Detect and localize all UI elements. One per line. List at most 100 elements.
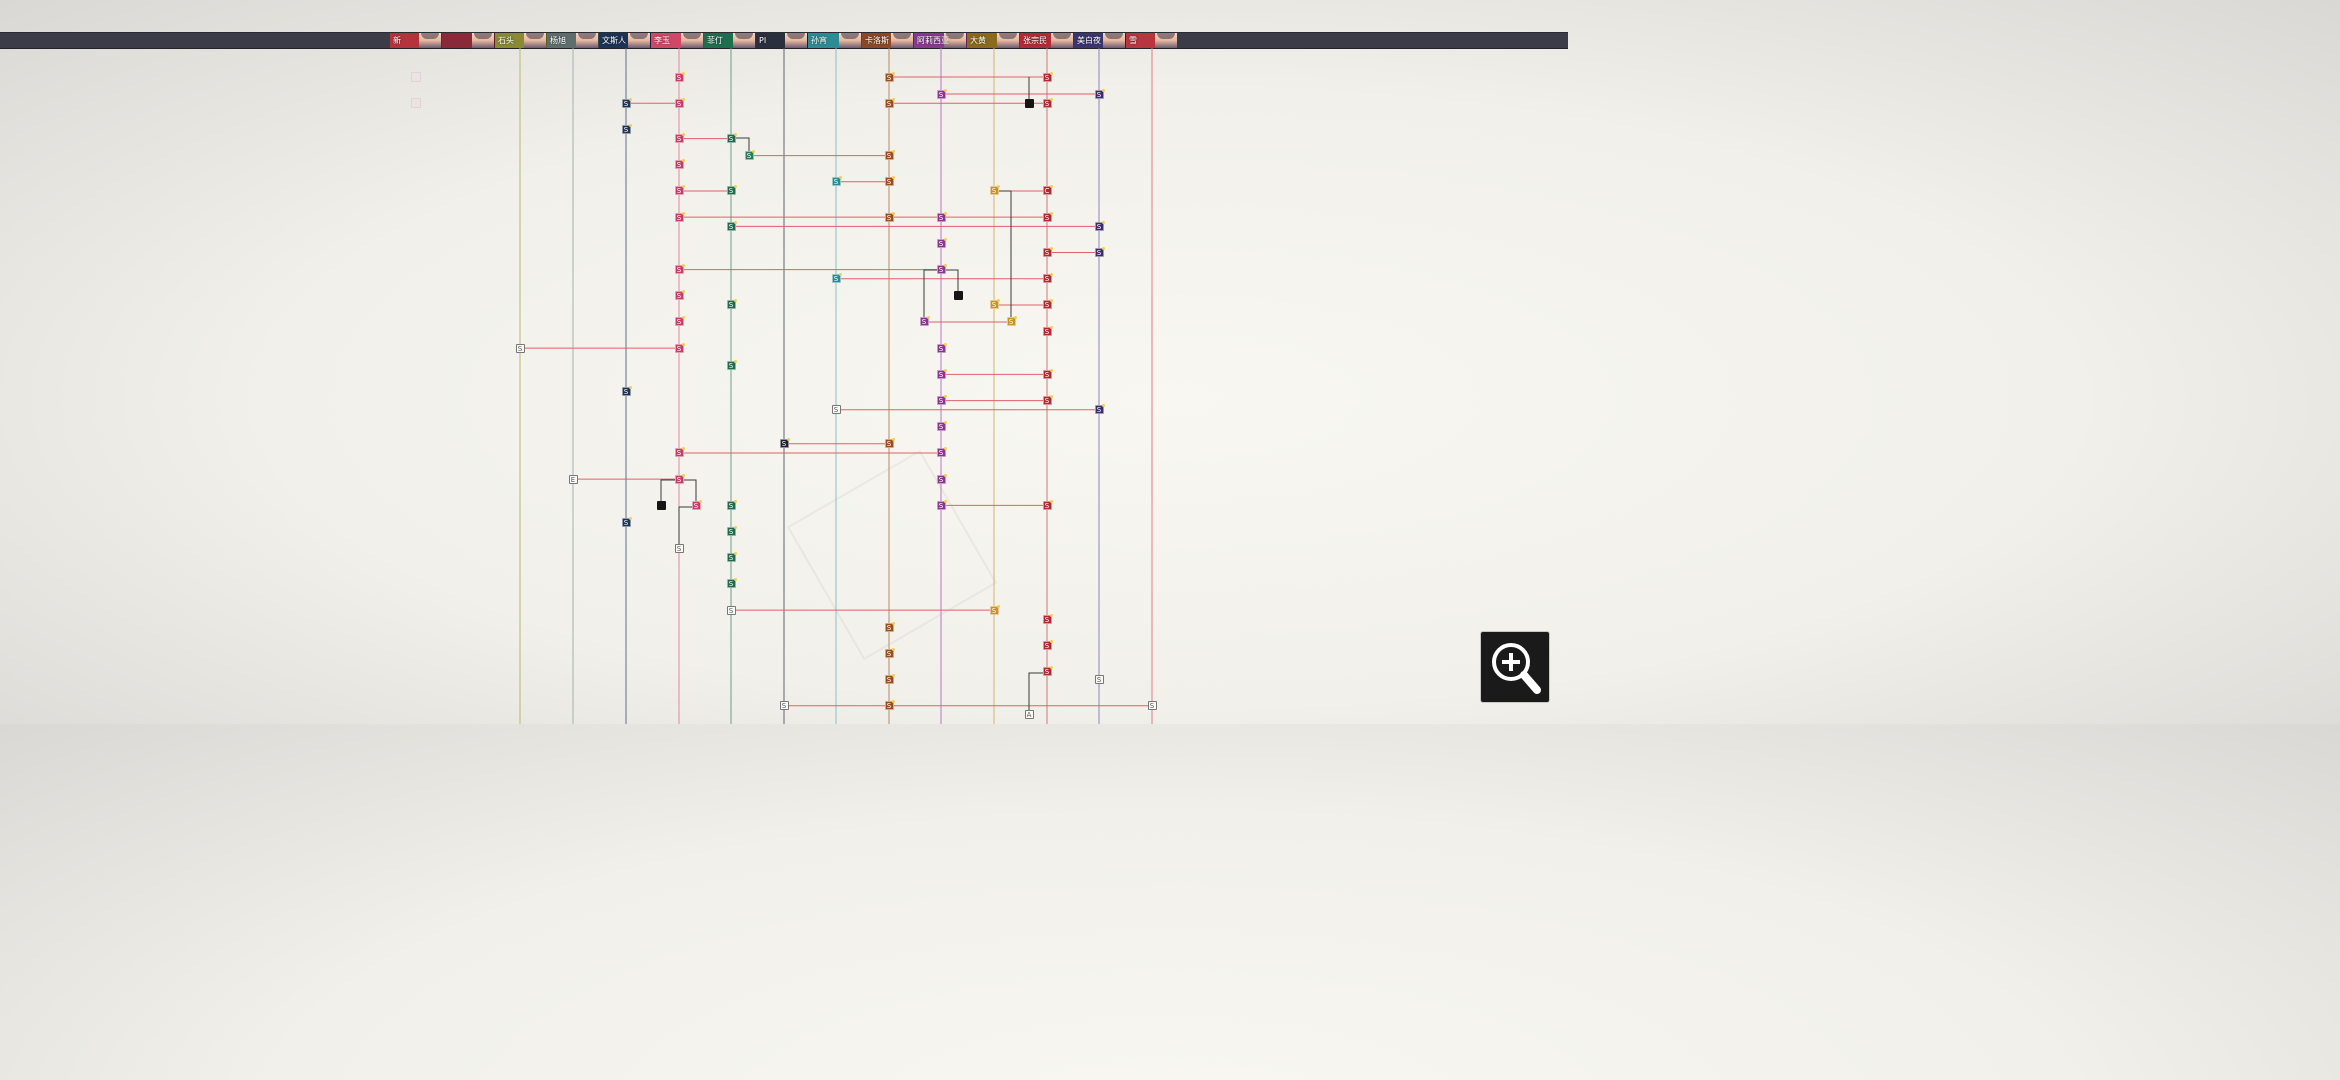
story-node[interactable]: S	[726, 299, 737, 310]
story-node[interactable]: S	[726, 220, 737, 231]
story-node[interactable]: S	[1042, 368, 1053, 379]
story-node[interactable]: S	[884, 211, 895, 222]
character-tab[interactable]: 新	[390, 33, 442, 48]
story-node[interactable]: S	[936, 88, 947, 99]
story-node[interactable]: S	[884, 150, 895, 161]
story-node[interactable]: S	[884, 97, 895, 108]
story-node[interactable]: S	[1006, 316, 1017, 327]
story-node[interactable]: S	[936, 342, 947, 353]
story-node[interactable]: S	[674, 71, 685, 82]
story-node[interactable]: S	[1094, 404, 1105, 415]
character-tab[interactable]	[442, 33, 495, 48]
story-node[interactable]: S	[831, 176, 842, 187]
story-node[interactable]: S	[674, 316, 685, 327]
story-node[interactable]: S	[989, 299, 1000, 310]
story-node[interactable]: S	[1042, 299, 1053, 310]
story-node[interactable]: S	[726, 359, 737, 370]
story-node[interactable]: S	[691, 499, 702, 510]
story-node[interactable]: S	[779, 438, 790, 449]
story-node[interactable]: S	[936, 395, 947, 406]
story-node[interactable]: S	[1042, 325, 1053, 336]
story-node[interactable]: S	[831, 405, 841, 415]
story-node-locked[interactable]	[953, 291, 963, 301]
story-node[interactable]: S	[1042, 273, 1053, 284]
story-node[interactable]: S	[621, 97, 632, 108]
story-node[interactable]: S	[884, 621, 895, 632]
story-node[interactable]: S	[1094, 88, 1105, 99]
character-tab[interactable]: 孙宵	[808, 33, 862, 48]
story-node[interactable]: S	[1042, 211, 1053, 222]
story-node[interactable]: S	[884, 674, 895, 685]
story-node[interactable]: S	[1094, 220, 1105, 231]
story-node[interactable]: S	[674, 544, 684, 554]
story-node[interactable]: S	[1042, 499, 1053, 510]
story-node[interactable]: S	[1042, 395, 1053, 406]
story-node[interactable]: S	[884, 438, 895, 449]
story-node[interactable]: S	[936, 237, 947, 248]
story-node[interactable]: S	[726, 133, 737, 144]
story-node[interactable]: S	[674, 159, 685, 170]
story-node[interactable]: S	[936, 211, 947, 222]
zoom-in-button[interactable]	[1480, 631, 1550, 703]
story-node[interactable]: S	[831, 273, 842, 284]
story-node[interactable]: S	[779, 701, 789, 711]
story-node[interactable]: S	[621, 385, 632, 396]
story-node[interactable]: S	[989, 185, 1000, 196]
story-node[interactable]: S	[884, 700, 895, 711]
character-tab[interactable]: 张宗民	[1020, 33, 1074, 48]
story-node[interactable]: S	[1042, 613, 1053, 624]
story-node[interactable]: S	[515, 343, 525, 353]
story-node[interactable]: S	[936, 473, 947, 484]
story-node[interactable]: S	[884, 647, 895, 658]
story-node[interactable]: S	[726, 185, 737, 196]
story-node[interactable]: S	[674, 290, 685, 301]
story-node[interactable]: S	[1042, 247, 1053, 258]
story-node[interactable]: S	[726, 552, 737, 563]
story-node[interactable]: S	[936, 447, 947, 458]
story-node[interactable]: S	[674, 264, 685, 275]
character-tab[interactable]: 石头	[495, 33, 547, 48]
story-node[interactable]: S	[674, 185, 685, 196]
story-node[interactable]: S	[674, 473, 685, 484]
story-node[interactable]: S	[936, 264, 947, 275]
story-node[interactable]: S	[884, 71, 895, 82]
story-node[interactable]: S	[989, 604, 1000, 615]
story-node[interactable]: S	[1042, 71, 1053, 82]
character-tab[interactable]: 杨旭	[547, 33, 599, 48]
story-node[interactable]: E	[568, 474, 578, 484]
story-node[interactable]: S	[1147, 701, 1157, 711]
story-node[interactable]: C	[1042, 185, 1053, 196]
character-tab[interactable]: PI	[756, 33, 808, 48]
story-node[interactable]: S	[1042, 640, 1053, 651]
story-node[interactable]: S	[1042, 97, 1053, 108]
story-node[interactable]: S	[726, 499, 737, 510]
story-node[interactable]: S	[1094, 247, 1105, 258]
character-tab[interactable]: 李玉	[651, 33, 704, 48]
character-tab[interactable]: 大黄	[967, 33, 1020, 48]
story-node[interactable]: S	[674, 342, 685, 353]
story-node[interactable]: S	[884, 176, 895, 187]
story-node[interactable]: S	[744, 150, 755, 161]
story-node[interactable]: S	[674, 211, 685, 222]
story-node[interactable]: S	[621, 123, 632, 134]
character-tab[interactable]: 雪	[1126, 33, 1178, 48]
story-node[interactable]: S	[726, 578, 737, 589]
story-node-locked[interactable]	[656, 500, 666, 510]
story-node[interactable]: A	[1024, 710, 1034, 720]
story-node[interactable]: S	[1042, 666, 1053, 677]
story-node[interactable]: S	[674, 97, 685, 108]
story-node[interactable]: S	[936, 499, 947, 510]
story-node[interactable]: S	[726, 526, 737, 537]
story-node[interactable]: S	[1094, 675, 1104, 685]
story-node[interactable]: S	[621, 516, 632, 527]
story-node[interactable]: S	[919, 316, 930, 327]
character-tab[interactable]: 文斯人	[599, 33, 651, 48]
story-node[interactable]: S	[936, 421, 947, 432]
story-node-locked[interactable]	[1024, 98, 1034, 108]
story-node[interactable]: S	[674, 133, 685, 144]
character-tab[interactable]: 菲仃	[704, 33, 756, 48]
story-node[interactable]: S	[936, 368, 947, 379]
story-node[interactable]: S	[674, 447, 685, 458]
story-node[interactable]: S	[726, 605, 736, 615]
character-tab[interactable]: 美白夜	[1074, 33, 1126, 48]
